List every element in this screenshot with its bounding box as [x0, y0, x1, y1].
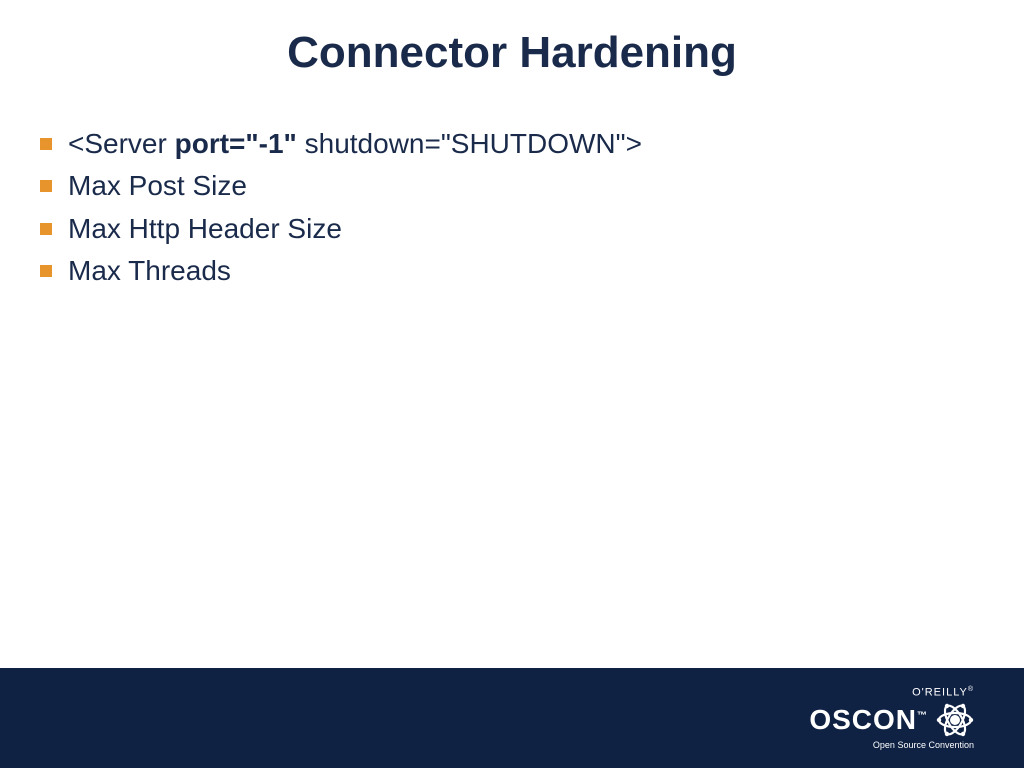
bullet-text: Max Post Size: [68, 168, 984, 204]
bullet-marker-icon: [40, 265, 52, 277]
bullet-item: Max Threads: [40, 253, 984, 289]
logo-block: O'REILLY® OSCON™: [809, 686, 974, 750]
bullet-text: Max Threads: [68, 253, 984, 289]
bullet-prefix: Max Threads: [68, 255, 231, 286]
slide-title: Connector Hardening: [40, 28, 984, 78]
conference-row: OSCON™: [809, 701, 974, 739]
bullet-text: Max Http Header Size: [68, 211, 984, 247]
bullet-marker-icon: [40, 138, 52, 150]
bullet-text: <Server port="-1" shutdown="SHUTDOWN">: [68, 126, 984, 162]
bullet-item: Max Http Header Size: [40, 211, 984, 247]
bullet-suffix: shutdown="SHUTDOWN">: [297, 128, 642, 159]
conference-tagline: Open Source Convention: [873, 740, 974, 750]
conference-name: OSCON™: [809, 704, 928, 736]
bullet-marker-icon: [40, 180, 52, 192]
bullet-prefix: <Server: [68, 128, 175, 159]
publisher-label: O'REILLY®: [912, 686, 974, 699]
bullet-marker-icon: [40, 223, 52, 235]
bullet-prefix: Max Post Size: [68, 170, 247, 201]
bullet-list: <Server port="-1" shutdown="SHUTDOWN"> M…: [40, 126, 984, 290]
bullet-item: Max Post Size: [40, 168, 984, 204]
footer-bar: O'REILLY® OSCON™: [0, 668, 1024, 768]
bullet-prefix: Max Http Header Size: [68, 213, 342, 244]
bullet-bold: port="-1": [175, 128, 297, 159]
oscon-logo-icon: [936, 701, 974, 739]
bullet-item: <Server port="-1" shutdown="SHUTDOWN">: [40, 126, 984, 162]
slide-content: Connector Hardening <Server port="-1" sh…: [0, 0, 1024, 668]
